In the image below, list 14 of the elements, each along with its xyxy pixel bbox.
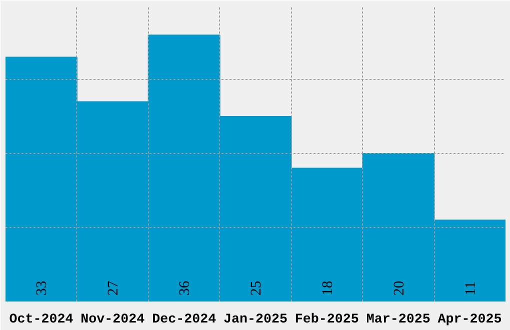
data-label: 36 bbox=[177, 280, 194, 296]
x-tick-label: Oct-2024 bbox=[9, 312, 74, 328]
data-label: 18 bbox=[320, 280, 336, 296]
data-label: 33 bbox=[34, 280, 50, 296]
x-tick-label: Mar-2025 bbox=[366, 312, 430, 328]
data-label: 11 bbox=[462, 281, 479, 296]
data-label: 27 bbox=[106, 280, 122, 296]
x-tick-label: Dec-2024 bbox=[152, 312, 216, 328]
x-tick-label: Apr-2025 bbox=[438, 312, 502, 328]
data-label: 20 bbox=[391, 280, 408, 296]
x-tick-label: Jan-2025 bbox=[224, 312, 288, 328]
data-label: 25 bbox=[248, 280, 264, 296]
x-tick-label: Feb-2025 bbox=[294, 312, 359, 328]
x-tick-label: Nov-2024 bbox=[80, 312, 145, 328]
